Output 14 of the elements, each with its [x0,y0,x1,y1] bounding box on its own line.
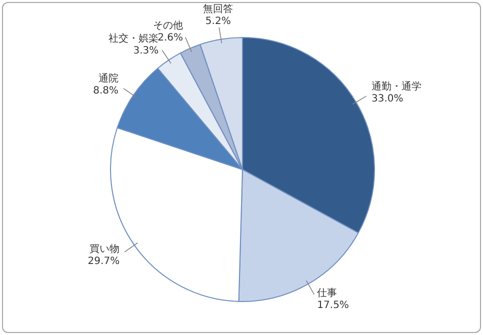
slice-label: 無回答 [203,3,234,16]
slice-label: 通勤・通学 [372,80,422,93]
data-label: 17.5% [317,300,349,312]
slice-label: 仕事 [317,287,338,300]
data-label: 29.7% [88,256,120,268]
data-label: 8.8% [93,86,119,97]
slice-label: 通院 [98,72,119,85]
data-label: 3.3% [133,46,159,57]
slice-label: その他 [152,19,183,32]
data-label: 5.2% [205,16,231,28]
slice-label: 買い物 [90,244,120,256]
data-label: 33.0% [372,94,404,105]
slice-label: 社交・娯楽 [108,32,159,45]
data-label: 2.6% [158,32,183,44]
